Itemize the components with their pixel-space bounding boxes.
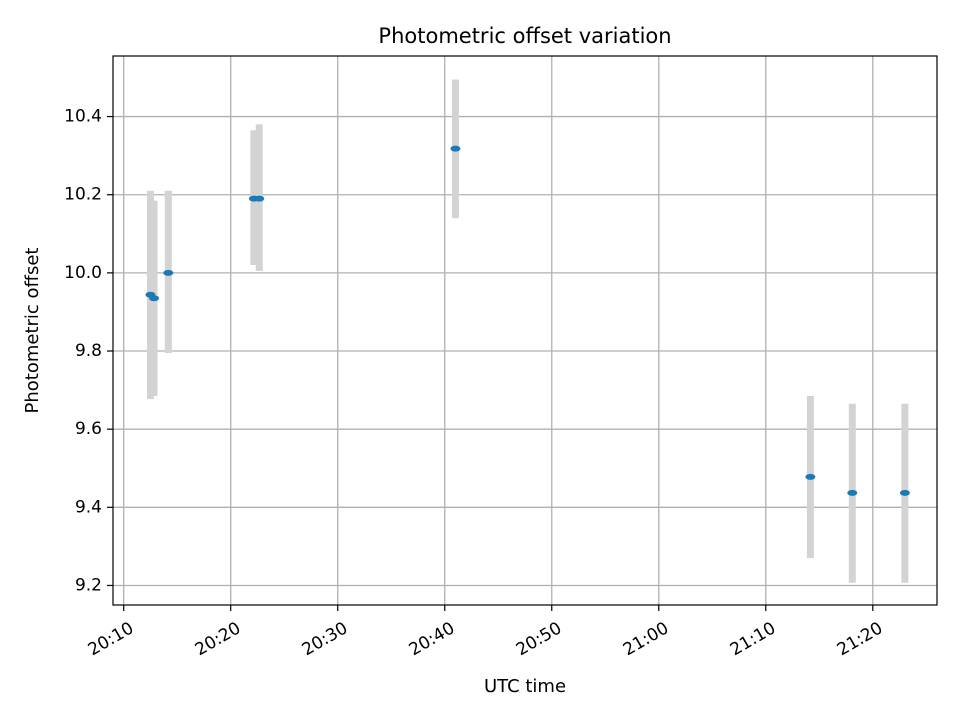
- data-point: [899, 489, 910, 496]
- data-point: [805, 473, 816, 480]
- y-tick-label: 9.8: [75, 341, 102, 361]
- grid: [113, 56, 937, 605]
- y-tick-label: 10.2: [64, 185, 102, 205]
- y-tick-label: 9.2: [75, 575, 102, 595]
- x-axis-label: UTC time: [484, 676, 566, 697]
- data-point: [847, 489, 858, 496]
- y-tick-label: 9.6: [75, 419, 102, 439]
- y-tick-label: 9.4: [75, 497, 102, 517]
- y-tick-label: 10.0: [64, 263, 102, 283]
- y-axis-label: Photometric offset: [22, 248, 43, 414]
- data-points: [145, 145, 910, 496]
- chart-title: Photometric offset variation: [378, 24, 671, 48]
- y-tick-label: 10.4: [64, 107, 102, 127]
- data-point: [163, 269, 174, 276]
- data-point: [149, 295, 160, 302]
- plot-area-frame: [112, 55, 938, 606]
- data-point: [254, 195, 265, 202]
- data-point: [450, 145, 461, 152]
